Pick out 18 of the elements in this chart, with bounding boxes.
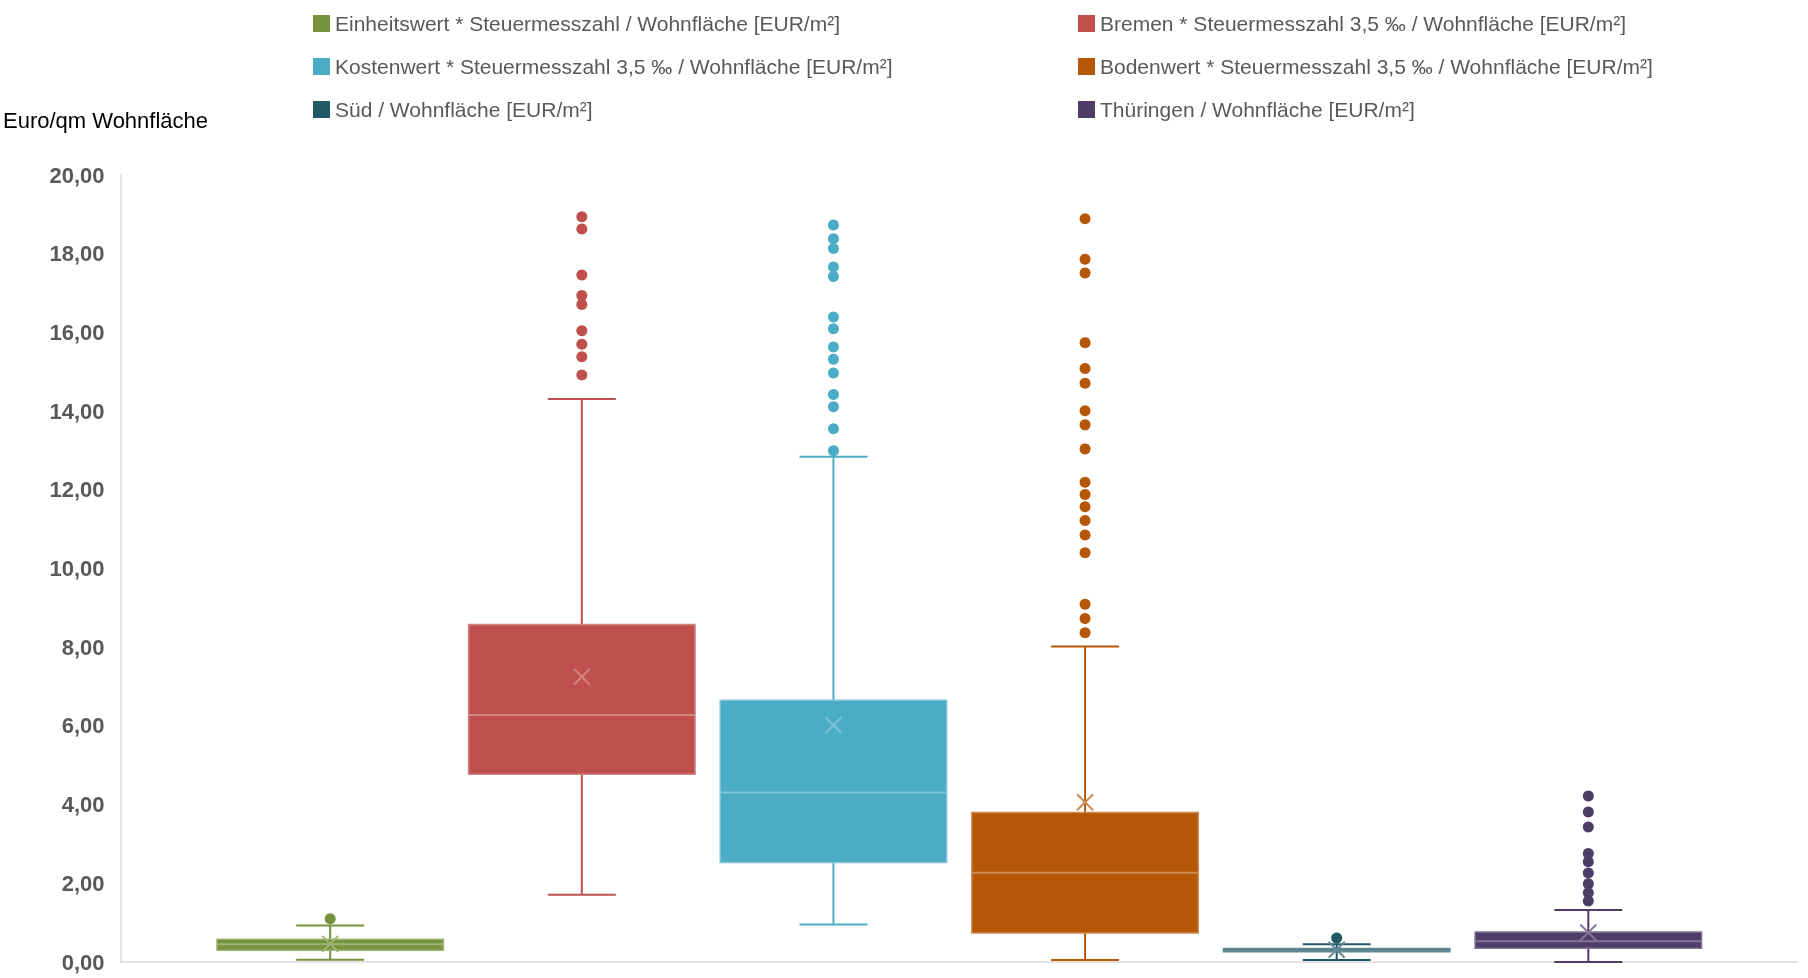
y-tick-label: 18,00 [49, 241, 105, 267]
y-tick-label: 2,00 [61, 870, 105, 896]
y-tick-label: 16,00 [49, 319, 105, 345]
y-tick-label: 6,00 [61, 713, 105, 739]
y-tick-label: 8,00 [61, 634, 105, 660]
legend-label: Bodenwert * Steuermesszahl 3,5 ‰ / Wohnfläche [EUR/m²] [1100, 55, 1653, 78]
y-tick-label: 20,00 [49, 162, 105, 188]
y-axis-title: Euro/qm Wohnfläche [2, 107, 209, 133]
legend-label: Süd / Wohnfläche [EUR/m²] [335, 98, 593, 121]
legend-label: Kostenwert * Steuermesszahl 3,5 ‰ / Wohnfläche [EUR/m²] [335, 55, 893, 78]
y-tick-label: 10,00 [49, 556, 105, 581]
y-tick-label: 4,00 [61, 792, 105, 818]
y-tick-label: 14,00 [49, 398, 105, 424]
legend-label: Bremen * Steuermesszahl 3,5 ‰ / Wohnfläche [EUR/m²] [1100, 12, 1626, 35]
y-tick-label: 12,00 [49, 477, 105, 503]
y-tick-label: 0,00 [61, 949, 105, 975]
legend-label: Thüringen / Wohnfläche [EUR/m²] [1100, 98, 1415, 121]
legend-label: Einheitswert * Steuermesszahl / Wohnfläche [EUR/m²] [335, 12, 840, 35]
